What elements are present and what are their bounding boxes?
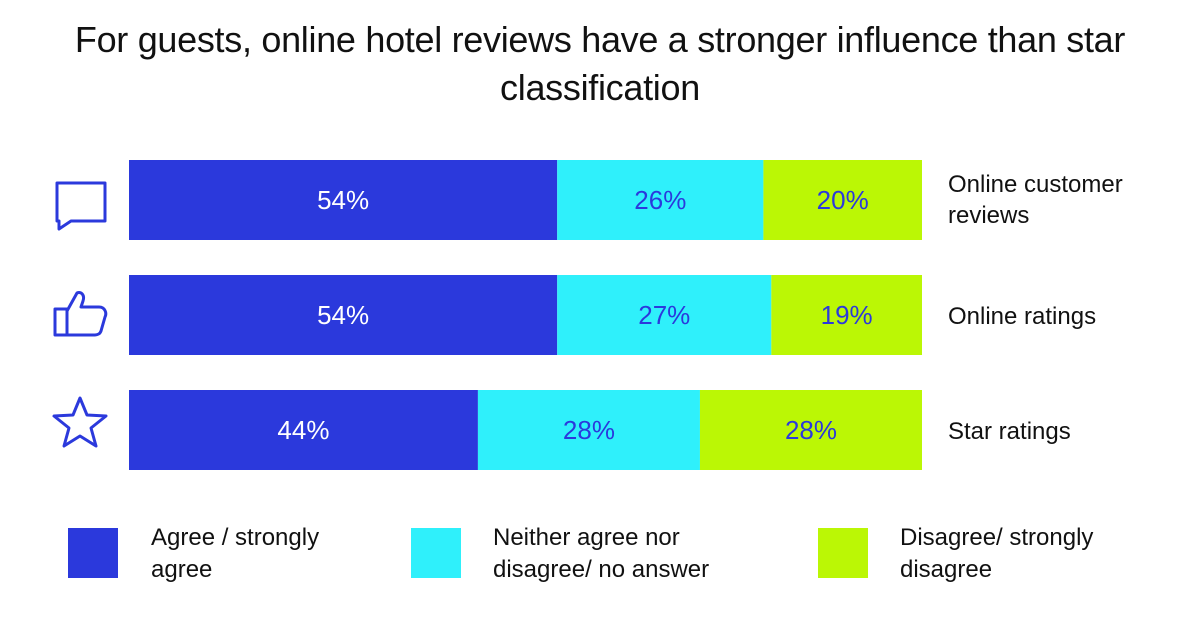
bar-online-customer-reviews-series-2 — [763, 160, 922, 240]
bar-value-label-online-ratings-series-2: 19% — [821, 300, 873, 330]
speech-bubble-icon — [55, 181, 107, 231]
bar-value-label-online-customer-reviews-series-0: 54% — [317, 185, 369, 215]
bar-value-label-online-ratings-series-0: 54% — [317, 300, 369, 330]
legend-label-agree: Agree / strongly agree — [151, 524, 320, 583]
bar-online-customer-reviews-series-0 — [129, 160, 558, 240]
legend-label-neither: Neither agree nor disagree/ no answer — [493, 524, 710, 583]
legend-label-disagree: Disagree/ strongly disagree — [900, 524, 1094, 583]
legend-swatch-neither — [411, 528, 461, 578]
category-label-online-customer-reviews: Online customer reviews — [948, 171, 1123, 229]
bar-online-ratings-series-1 — [557, 275, 772, 355]
chart-title: For guests, online hotel reviews have a … — [74, 19, 1126, 108]
legend-swatch-disagree — [818, 528, 868, 578]
bar-online-customer-reviews-series-1 — [557, 160, 764, 240]
bar-value-label-online-customer-reviews-series-1: 26% — [634, 185, 686, 215]
bar-value-label-star-ratings-series-1: 28% — [563, 415, 615, 445]
bar-value-label-online-ratings-series-1: 27% — [638, 300, 690, 330]
star-icon — [52, 396, 108, 448]
bar-star-ratings-series-2 — [699, 390, 922, 470]
bar-online-ratings-series-2 — [771, 275, 922, 355]
bar-value-label-online-customer-reviews-series-2: 20% — [817, 185, 869, 215]
thumbs-up-icon — [53, 291, 108, 337]
bar-online-ratings-series-0 — [129, 275, 558, 355]
bar-star-ratings-series-0 — [129, 390, 478, 470]
bar-value-label-star-ratings-series-0: 44% — [277, 415, 329, 445]
category-label-online-ratings: Online ratings — [948, 303, 1097, 330]
category-label-star-ratings: Star ratings — [948, 418, 1071, 445]
bar-star-ratings-series-1 — [477, 390, 700, 470]
legend-swatch-agree — [68, 528, 118, 578]
bar-value-label-star-ratings-series-2: 28% — [785, 415, 837, 445]
